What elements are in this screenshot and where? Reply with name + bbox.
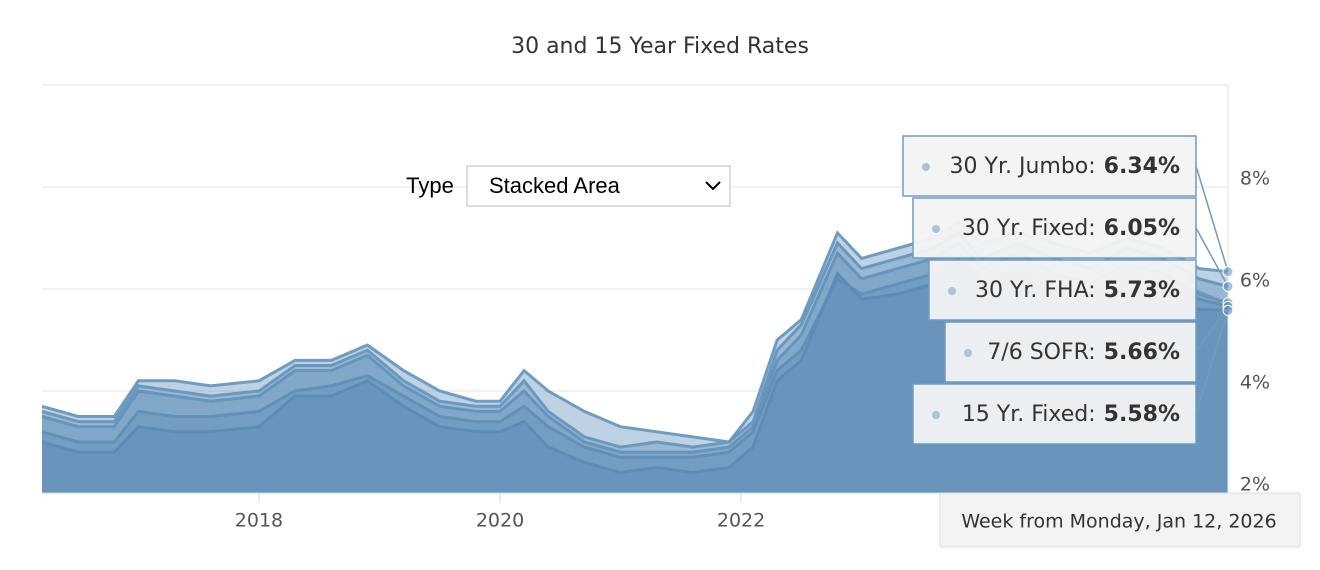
tooltip-value: 5.73%	[1104, 278, 1180, 303]
tooltip-connector	[1195, 289, 1229, 304]
type-select[interactable]: Stacked Area	[466, 165, 731, 207]
y-tick-label: 8%	[1240, 168, 1270, 190]
tooltip-connector	[1195, 310, 1229, 415]
date-tooltip-box	[939, 492, 1301, 548]
tooltip-text: 30 Yr. Jumbo: 6.34%	[950, 154, 1180, 179]
tooltip-box	[944, 321, 1197, 383]
tooltip-text: 7/6 SOFR: 5.66%	[987, 340, 1180, 365]
tooltip-value: 6.05%	[1104, 216, 1180, 241]
end-marker	[1222, 266, 1234, 278]
y-tick-label: 6%	[1240, 270, 1270, 292]
tooltip-label: 30 Yr. Fixed:	[962, 216, 1096, 241]
tooltip-box	[928, 259, 1197, 321]
tooltip-dot	[932, 225, 940, 233]
select-value[interactable]: Stacked Area	[489, 173, 621, 198]
x-tick-label: 2020	[476, 510, 524, 532]
tooltip-value: 6.34%	[1104, 154, 1180, 179]
tooltip-text: 30 Yr. FHA: 5.73%	[975, 278, 1180, 303]
tooltip-dot	[964, 349, 972, 357]
tooltip-connector	[1195, 305, 1229, 353]
tooltip-label: 30 Yr. FHA:	[975, 278, 1096, 303]
tooltip-text: 15 Yr. Fixed: 5.58%	[962, 402, 1180, 427]
y-tick-label: 2%	[1240, 474, 1270, 496]
tooltip-value: 5.58%	[1104, 402, 1180, 427]
x-tick-label: 2018	[235, 510, 283, 532]
end-marker	[1222, 280, 1234, 292]
tooltip-dot	[932, 411, 940, 419]
tooltip-label: 15 Yr. Fixed:	[962, 402, 1096, 427]
type-label: Type	[406, 173, 454, 198]
tooltip-box	[912, 383, 1197, 445]
tooltip-box	[912, 197, 1197, 259]
tooltip-label: 30 Yr. Jumbo:	[950, 154, 1096, 179]
select-arrow	[705, 181, 721, 191]
tooltip-text: 30 Yr. Fixed: 6.05%	[962, 216, 1180, 241]
date-tooltip-text: Week from Monday, Jan 12, 2026	[961, 511, 1276, 533]
end-marker	[1222, 304, 1234, 316]
tooltip-value: 5.66%	[1104, 340, 1180, 365]
chart-title: 30 and 15 Year Fixed Rates	[511, 34, 809, 59]
tooltip-label: 7/6 SOFR:	[987, 340, 1095, 365]
select-box[interactable]	[466, 165, 731, 207]
tooltip-connector	[1195, 227, 1229, 287]
y-tick-label: 4%	[1240, 372, 1270, 394]
tooltip-connector	[1195, 165, 1229, 272]
tooltip-dot	[948, 287, 956, 295]
tooltip-dot	[922, 163, 930, 171]
tooltip-box	[902, 135, 1197, 197]
x-tick-label: 2022	[717, 510, 765, 532]
